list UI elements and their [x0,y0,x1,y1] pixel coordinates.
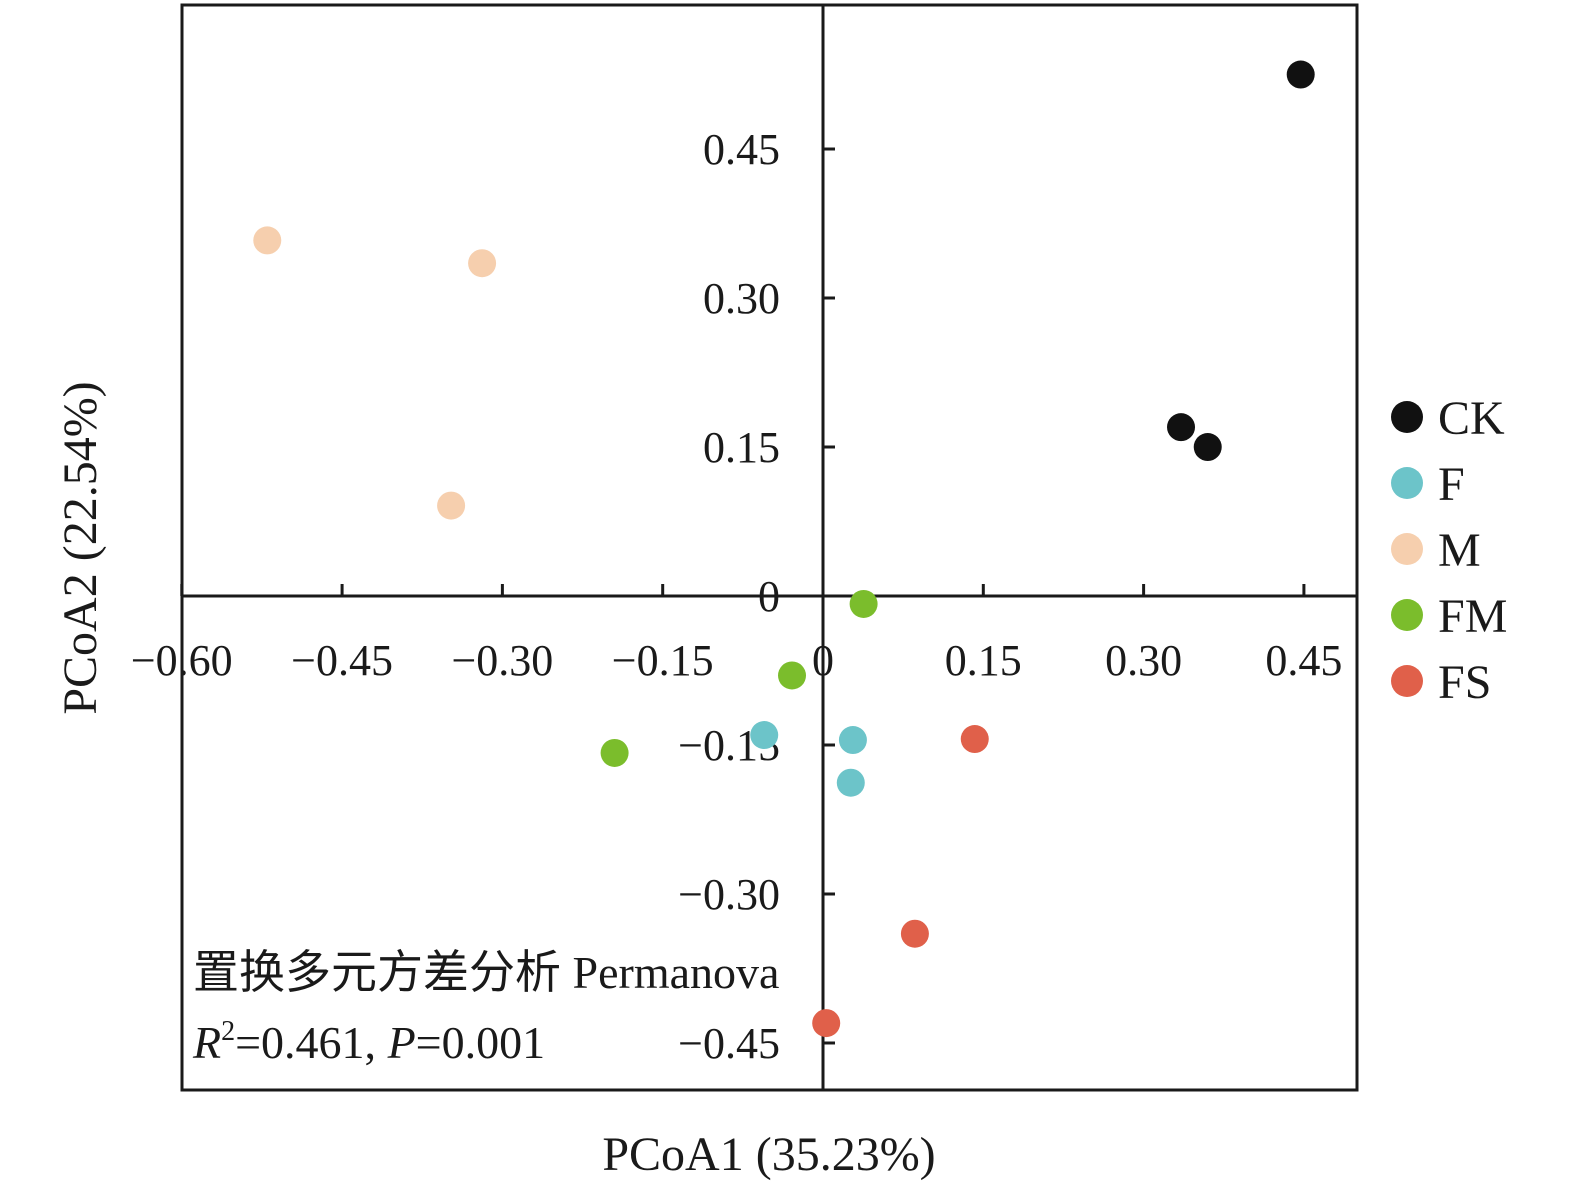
legend-marker-fs [1391,665,1423,697]
x-tick-label: 0.45 [1265,636,1342,685]
point-f [750,721,779,750]
point-fs [812,1009,841,1038]
x-tick-label: −0.30 [451,636,553,685]
legend-label-m: M [1438,524,1481,577]
point-fs [960,725,989,754]
y-tick-label: 0.45 [703,125,780,174]
point-f [836,768,865,797]
point-m [468,249,497,278]
point-fm [778,661,807,690]
point-m [253,226,282,255]
legend-marker-ck [1391,401,1423,433]
x-tick-label: 0.30 [1105,636,1182,685]
point-fm [849,589,878,618]
point-fs [900,919,929,948]
y-axis-title: PCoA2 (22.54%) [54,381,107,714]
point-m [437,491,466,520]
y-tick-label: 0.15 [703,423,780,472]
r-symbol: R [192,1017,221,1068]
point-fm [600,738,629,767]
plot-frame [180,3,1359,1092]
axes-layer [182,5,1357,1090]
y-tick-label: 0.30 [703,274,780,323]
p-value: =0.001 [416,1017,545,1068]
y-tick-label: 0 [758,572,780,621]
x-tick-label: 0.15 [945,636,1022,685]
x-tick-label: 0 [812,636,834,685]
y-tick-label: −0.45 [678,1019,780,1068]
r-value: =0.461, [235,1017,387,1068]
points-layer [253,60,1315,1038]
p-symbol: P [387,1017,416,1068]
legend-label-ck: CK [1438,392,1505,445]
legend-label-f: F [1438,458,1465,511]
legend-label-fs: FS [1438,656,1491,709]
point-f [838,726,867,755]
ticks-layer: −0.60 −0.45 −0.30 −0.15 0 0.15 0.30 0.45 0.45 0.3… [131,125,1343,1068]
x-tick-label: −0.45 [291,636,393,685]
x-tick-label: −0.15 [612,636,714,685]
x-axis-title: PCoA1 (35.23%) [602,1128,935,1181]
point-ck [1193,433,1222,462]
legend-marker-f [1391,467,1423,499]
annotation-line2: R2=0.461, P=0.001 [192,1016,545,1068]
legend-marker-m [1391,533,1423,565]
y-tick-label: −0.30 [678,870,780,919]
legend-label-fm: FM [1438,590,1507,643]
point-ck [1167,413,1196,442]
r-superscript: 2 [221,1016,235,1047]
permanova-annotation: 置换多元方差分析 Permanova R2=0.461, P=0.001 [192,947,779,1068]
legend: CK FM FM FS [1391,392,1507,709]
x-tick-label: −0.60 [131,636,233,685]
legend-marker-fm [1391,599,1423,631]
point-ck [1286,60,1315,89]
annotation-line1: 置换多元方差分析 Permanova [193,947,779,998]
